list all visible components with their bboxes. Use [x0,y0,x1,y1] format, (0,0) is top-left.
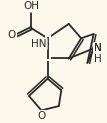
Text: N: N [94,43,102,53]
Text: HN: HN [31,39,47,49]
Text: H: H [94,54,102,64]
Text: N: N [94,43,102,53]
Text: N: N [94,43,102,53]
Text: O: O [8,30,16,40]
Text: OH: OH [23,1,39,11]
Text: N: N [94,43,102,53]
Text: O: O [37,111,46,121]
Text: HN: HN [31,39,47,49]
Text: H: H [94,54,102,64]
Text: O: O [8,30,16,40]
Text: O: O [37,111,46,121]
Text: OH: OH [23,1,39,11]
